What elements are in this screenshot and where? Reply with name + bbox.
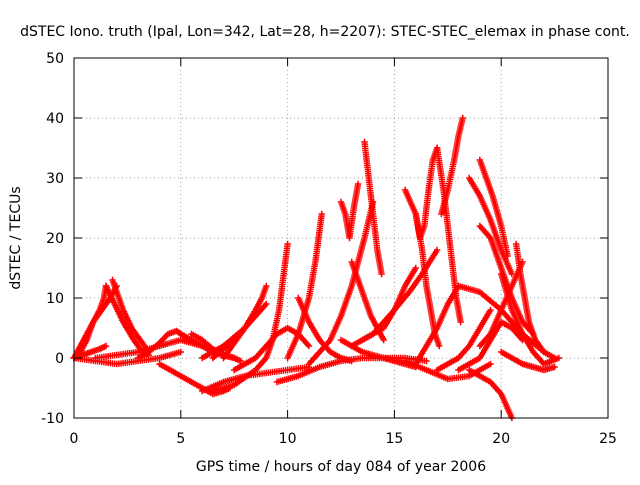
data-point <box>436 342 443 350</box>
ticks <box>73 57 609 419</box>
y-tick-label: -10 <box>41 411 64 427</box>
x-tick-label: 5 <box>176 431 185 447</box>
data-point <box>487 360 494 368</box>
series-track <box>412 282 462 368</box>
data-point <box>305 342 313 350</box>
data-point <box>348 357 355 365</box>
data-point <box>540 348 548 356</box>
x-tick-label: 15 <box>385 431 403 447</box>
data-point <box>263 300 270 308</box>
chart-title: dSTEC Iono. truth (Ipal, Lon=342, Lat=28… <box>20 24 630 40</box>
data-point <box>530 330 537 338</box>
series-track <box>438 114 466 218</box>
data-point <box>412 264 419 272</box>
series-track <box>465 174 516 278</box>
data-point <box>459 114 466 122</box>
series-track <box>412 210 443 350</box>
series-track <box>476 156 511 260</box>
y-tick-label: 50 <box>46 51 64 67</box>
x-tick-label: 25 <box>599 431 617 447</box>
data-point <box>318 210 325 218</box>
series-track <box>401 357 494 383</box>
data-points <box>70 114 563 422</box>
series-track <box>337 336 419 371</box>
series-track <box>102 282 152 359</box>
data-point <box>508 270 516 278</box>
series-track <box>476 222 537 338</box>
x-tick-label: 0 <box>70 431 79 447</box>
series-track <box>498 348 558 374</box>
data-point <box>423 357 430 365</box>
data-point <box>380 336 387 344</box>
y-tick-label: 20 <box>46 231 64 247</box>
series-track <box>465 366 516 422</box>
y-tick-label: 0 <box>55 351 64 367</box>
data-point <box>433 246 441 254</box>
data-point <box>378 270 385 278</box>
x-tick-label: 20 <box>492 431 510 447</box>
series-track <box>433 144 464 326</box>
data-point <box>457 318 464 326</box>
x-axis-label: GPS time / hours of day 084 of year 2006 <box>196 459 486 475</box>
data-point <box>248 315 255 323</box>
series-track <box>455 282 548 356</box>
data-point <box>519 258 526 266</box>
y-tick-label: 40 <box>46 111 64 127</box>
series-track <box>337 180 362 242</box>
series-track <box>348 258 387 344</box>
data-point <box>354 180 362 188</box>
data-point <box>177 348 184 356</box>
x-tick-labels: 0 5 10 15 20 25 <box>70 431 617 447</box>
data-point <box>263 282 270 290</box>
series-track <box>156 360 234 398</box>
data-point <box>102 342 110 350</box>
y-tick-labels: -10 0 10 20 30 40 50 <box>41 51 64 427</box>
series-track <box>198 363 313 395</box>
series-track <box>361 138 385 278</box>
series-track <box>284 210 325 362</box>
series-track <box>433 306 494 374</box>
x-tick-label: 10 <box>279 431 297 447</box>
y-axis-label: dSTEC / TECUs <box>8 186 24 289</box>
data-point <box>551 354 558 362</box>
data-point <box>551 363 558 371</box>
series-track <box>109 276 150 353</box>
data-point <box>504 252 511 260</box>
data-point <box>284 240 291 248</box>
series-track <box>220 315 255 362</box>
y-tick-label: 10 <box>46 291 64 307</box>
data-point <box>487 306 494 314</box>
series-track <box>188 330 244 365</box>
series-track <box>134 327 184 362</box>
y-tick-label: 30 <box>46 171 64 187</box>
